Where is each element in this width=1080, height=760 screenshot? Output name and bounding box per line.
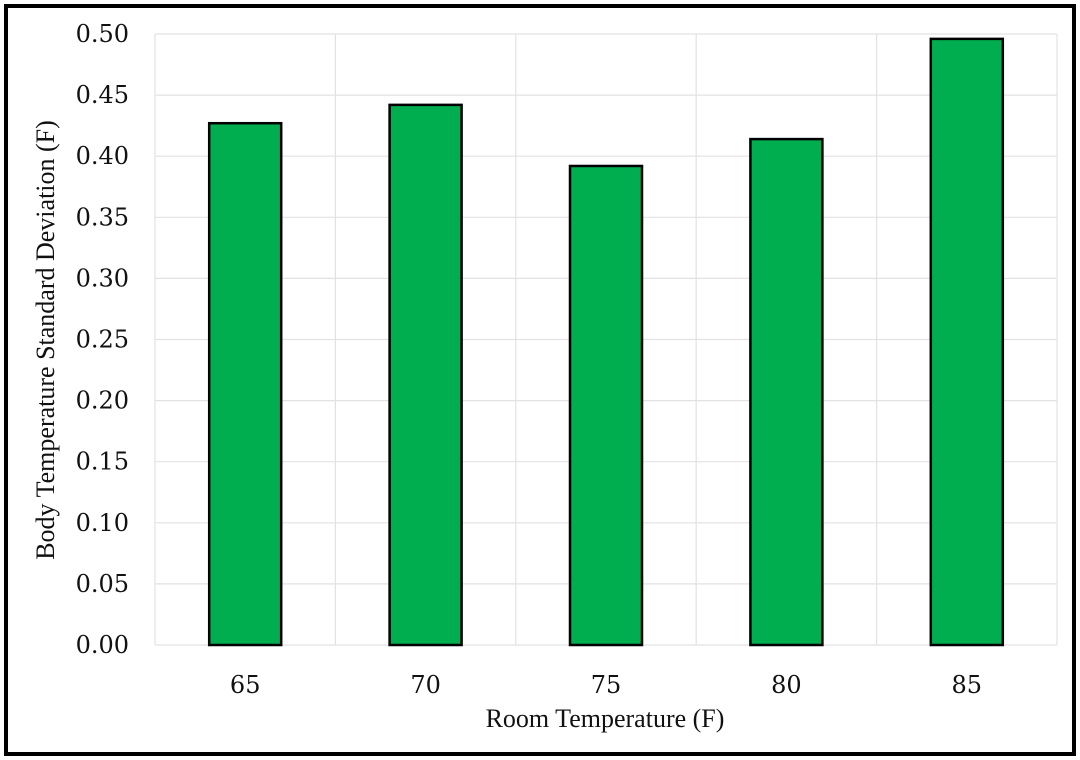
x-tick-label: 65 <box>230 671 261 699</box>
x-tick-labels: 65 70 75 80 85 <box>230 671 982 699</box>
y-tick-label: 0.05 <box>76 570 129 598</box>
gridlines <box>154 33 1058 646</box>
y-tick-label: 0.50 <box>76 20 129 48</box>
chart-frame <box>4 4 1076 756</box>
y-tick-label: 0.35 <box>76 203 129 231</box>
bar-65 <box>207 121 283 647</box>
x-tick-label: 80 <box>771 671 802 699</box>
bars <box>207 37 1005 647</box>
x-tick-label: 70 <box>410 671 441 699</box>
y-tick-label: 0.20 <box>76 387 129 415</box>
y-tick-label: 0.00 <box>76 631 129 659</box>
y-tick-labels: 0.00 0.05 0.10 0.15 0.20 0.25 0.30 0.35 0.40 0.45… <box>76 20 129 659</box>
y-tick-label: 0.15 <box>76 448 129 476</box>
y-tick-label: 0.10 <box>76 509 129 537</box>
bar-85 <box>929 37 1005 647</box>
bar-70 <box>388 103 463 647</box>
bar-75 <box>568 164 644 647</box>
x-axis-title: Room Temperature (F) <box>486 704 725 733</box>
y-tick-label: 0.25 <box>76 326 129 354</box>
y-tick-label: 0.40 <box>76 142 129 170</box>
x-tick-label: 85 <box>952 671 983 699</box>
x-tick-label: 75 <box>591 671 622 699</box>
bar-80 <box>749 137 824 647</box>
y-tick-label: 0.45 <box>76 81 129 109</box>
y-tick-label: 0.30 <box>76 264 129 292</box>
y-axis-title: Body Temperature Standard Deviation (F) <box>31 120 60 560</box>
